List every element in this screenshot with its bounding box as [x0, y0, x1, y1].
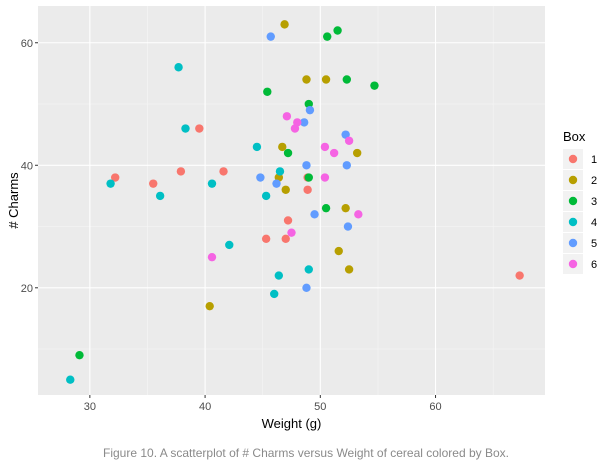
- data-point-box-4: [181, 124, 190, 133]
- data-point-box-4: [174, 63, 183, 72]
- data-point-box-1: [219, 167, 228, 176]
- data-point-box-3: [304, 173, 313, 182]
- scatter-chart: 30 40 50 60 20 40 60 Weight (g) # Charms Box …: [6, 6, 597, 431]
- data-point-box-6: [320, 142, 330, 152]
- data-point-box-2: [278, 142, 287, 152]
- data-point-box-6: [207, 252, 217, 262]
- data-point-box-1: [195, 124, 204, 133]
- legend-label: 5: [591, 238, 597, 250]
- y-tick-label: 60: [21, 38, 33, 50]
- data-point-box-1: [176, 167, 186, 176]
- data-point-box-1: [261, 234, 271, 243]
- data-point-box-4: [207, 179, 217, 188]
- x-tick-label: 40: [199, 401, 211, 413]
- data-point-box-2: [302, 75, 311, 84]
- legend-label: 4: [591, 217, 597, 229]
- minor-gridlines: [38, 6, 545, 395]
- data-point-box-2: [205, 301, 214, 311]
- data-point-box-5: [310, 210, 319, 219]
- data-point-box-4: [275, 167, 285, 176]
- y-axis-title: # Charms: [6, 172, 21, 229]
- data-point-box-2: [344, 265, 354, 274]
- data-point-box-2: [321, 75, 331, 84]
- data-point-box-5: [305, 105, 315, 115]
- x-tick-label: 50: [314, 401, 326, 413]
- legend-title: Box: [563, 129, 586, 144]
- data-point-box-5: [341, 130, 350, 139]
- data-points: [66, 20, 524, 384]
- data-point-box-1: [515, 271, 524, 280]
- data-point-box-3: [333, 26, 342, 35]
- data-point-box-4: [155, 191, 165, 201]
- data-point-box-6: [287, 228, 296, 237]
- data-point-box-4: [225, 240, 234, 250]
- legend-swatch-box-4: [568, 217, 578, 227]
- data-point-box-4: [106, 179, 115, 188]
- data-point-box-2: [341, 203, 350, 213]
- legend-swatch-box-3: [568, 196, 578, 206]
- data-point-box-3: [283, 148, 293, 158]
- data-point-box-5: [302, 283, 311, 292]
- data-point-box-2: [281, 185, 290, 194]
- plot-panel: [38, 6, 545, 395]
- data-point-box-2: [334, 246, 343, 256]
- data-point-box-1: [281, 234, 290, 243]
- legend-swatch-box-6: [568, 259, 578, 269]
- legend-label: 2: [591, 175, 597, 187]
- data-point-box-1: [111, 173, 120, 182]
- data-point-box-4: [304, 265, 313, 274]
- data-point-box-1: [283, 216, 293, 225]
- data-point-box-3: [323, 32, 332, 41]
- data-point-box-3: [263, 87, 272, 96]
- data-point-box-5: [343, 222, 353, 231]
- data-point-box-4: [274, 271, 284, 280]
- legend-label: 6: [591, 259, 597, 271]
- legend: Box 1 2 3 4 5 6: [563, 129, 597, 274]
- legend-items: 1 2 3 4 5 6: [563, 149, 597, 274]
- legend-swatch-box-5: [568, 238, 578, 248]
- legend-swatch-box-2: [568, 175, 578, 185]
- data-point-box-5: [272, 179, 281, 188]
- data-point-box-3: [321, 203, 331, 213]
- data-point-box-5: [266, 32, 275, 41]
- data-point-box-5: [342, 161, 352, 170]
- data-point-box-4: [66, 375, 75, 384]
- data-point-box-6: [293, 118, 302, 127]
- data-point-box-4: [261, 191, 271, 201]
- figure-caption: Figure 10. A scatterplot of # Charms ver…: [103, 446, 509, 460]
- data-point-box-4: [252, 142, 262, 152]
- data-point-box-5: [302, 161, 311, 170]
- data-point-box-6: [320, 173, 330, 182]
- y-tick-label: 40: [21, 160, 33, 172]
- legend-label: 3: [591, 196, 597, 208]
- data-point-box-2: [280, 20, 289, 29]
- data-point-box-3: [75, 350, 84, 360]
- data-point-box-6: [344, 136, 354, 145]
- data-point-box-6: [329, 148, 339, 158]
- data-point-box-6: [282, 112, 292, 121]
- y-axis: 20 40 60: [21, 38, 38, 295]
- data-point-box-3: [370, 81, 379, 90]
- major-gridlines: [38, 6, 545, 395]
- legend-label: 1: [591, 154, 597, 166]
- x-axis-title: Weight (g): [262, 416, 322, 431]
- x-tick-label: 60: [429, 401, 441, 413]
- data-point-box-4: [270, 289, 279, 299]
- y-tick-label: 20: [21, 283, 33, 295]
- legend-swatch-box-1: [568, 154, 578, 164]
- x-tick-label: 30: [84, 401, 96, 413]
- data-point-box-5: [299, 118, 309, 127]
- data-point-box-2: [352, 148, 362, 158]
- data-point-box-3: [342, 75, 352, 84]
- data-point-box-5: [256, 173, 265, 182]
- data-point-box-1: [149, 179, 158, 188]
- x-axis: 30 40 50 60: [84, 395, 442, 413]
- data-point-box-6: [354, 210, 363, 219]
- data-point-box-1: [303, 185, 312, 194]
